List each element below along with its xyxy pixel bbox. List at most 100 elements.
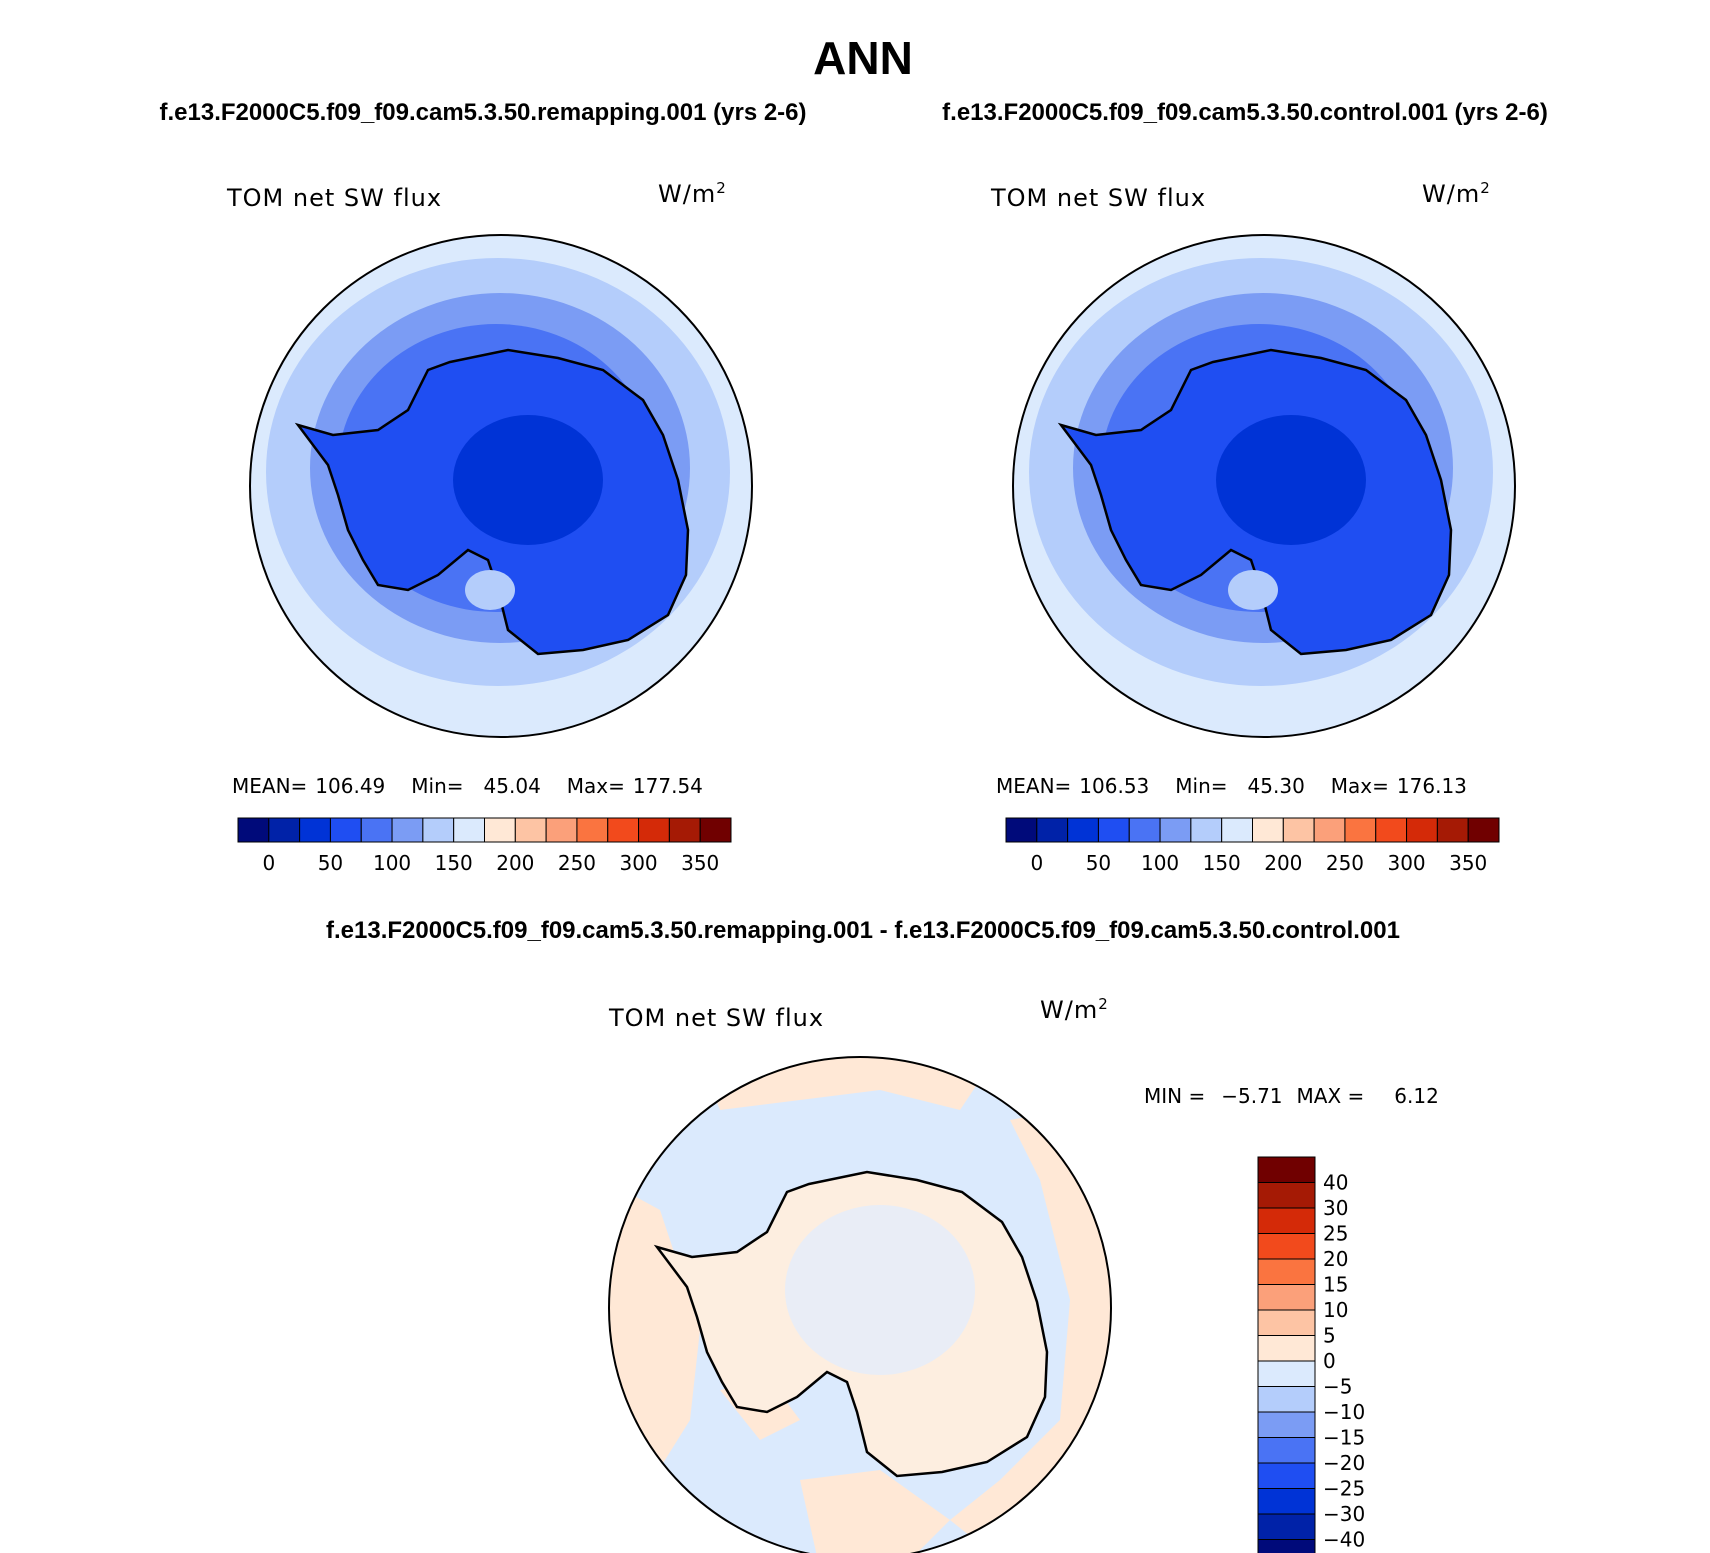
colorbar-swatch: [1257, 1386, 1316, 1413]
polar-map-left: [250, 235, 752, 737]
panel-left-stats: MEAN= 106.49 Min= 45.04 Max= 177.54: [232, 774, 703, 798]
colorbar-swatch: [514, 817, 547, 843]
colorbar-tick-label: 150: [1203, 851, 1241, 875]
colorbar-tick-label: 20: [1323, 1247, 1348, 1271]
colorbar-tick-label: 50: [318, 851, 343, 875]
colorbar-left: 0 50 100 150 200 250 300 350: [237, 817, 732, 875]
colorbar-swatch: [1067, 817, 1099, 843]
colorbar-swatch: [1257, 1488, 1316, 1515]
colorbar-tick-label: 100: [1141, 851, 1179, 875]
panel-right-variable: TOM net SW flux: [990, 184, 1206, 212]
colorbar-tick-label: 100: [373, 851, 411, 875]
colorbar-swatch: [1257, 1156, 1316, 1183]
colorbar-swatch: [453, 817, 485, 843]
colorbar-tick-label: 25: [1323, 1222, 1348, 1246]
colorbar-tick-label: −40: [1323, 1528, 1365, 1552]
colorbar-swatch: [1257, 1411, 1316, 1438]
colorbar-swatch: [668, 817, 701, 843]
colorbar-tick-label: −20: [1323, 1451, 1365, 1475]
polar-map-right: [1013, 235, 1515, 737]
polar-plateau: [453, 415, 603, 545]
colorbar-swatch: [1257, 1437, 1316, 1464]
panel-diff-units: W/m2: [1040, 995, 1109, 1024]
colorbar-swatch: [1257, 1258, 1316, 1285]
panel-diff-variable: TOM net SW flux: [608, 1004, 824, 1032]
ross-ice-low: [1228, 570, 1278, 610]
colorbar-tick-label: 0: [1323, 1349, 1336, 1373]
colorbar-swatch: [360, 817, 393, 843]
diff-positive-region: [800, 1470, 950, 1553]
colorbar-swatch: [1257, 1233, 1316, 1260]
colorbar-swatch: [268, 817, 301, 843]
colorbar-tick-label: 5: [1323, 1324, 1336, 1348]
colorbar-swatch: [1257, 1462, 1316, 1489]
case-title-right: f.e13.F2000C5.f09_f09.cam5.3.50.control.…: [942, 99, 1548, 126]
case-title-diff: f.e13.F2000C5.f09_f09.cam5.3.50.remappin…: [326, 917, 1400, 944]
colorbar-swatch: [1257, 1360, 1316, 1387]
panel-right: TOM net SW flux W/m2 MEAN= 106.53 Min= 45.3…: [990, 179, 1516, 875]
polar-map-diff: [609, 1057, 1111, 1553]
colorbar-swatch: [545, 817, 578, 843]
colorbar-swatch: [1221, 817, 1253, 843]
colorbar-right: 0 50 100 150 200 250 300 350: [1005, 817, 1500, 875]
colorbar-swatch: [1257, 1284, 1316, 1311]
map-border-right: [1012, 234, 1516, 738]
colorbar-swatch: [607, 817, 640, 843]
colorbar-tick-label: −25: [1323, 1477, 1365, 1501]
colorbar-tick-label: 350: [1449, 851, 1487, 875]
colorbar-swatch: [237, 817, 270, 843]
colorbar-swatch: [1257, 1207, 1316, 1234]
colorbar-tick-label: 50: [1086, 851, 1111, 875]
colorbar-tick-label: 250: [1326, 851, 1364, 875]
colorbar-swatch: [1406, 817, 1438, 843]
panel-left: TOM net SW flux W/m2 MEAN= 106.49 Min= 45.0…: [226, 179, 753, 875]
colorbar-swatch: [1282, 817, 1315, 843]
colorbar-tick-label: 40: [1323, 1171, 1348, 1195]
colorbar-tick-label: 300: [619, 851, 657, 875]
colorbar-swatch: [576, 817, 609, 843]
colorbar-tick-label: 15: [1323, 1273, 1348, 1297]
colorbar-swatch: [1436, 817, 1469, 843]
colorbar-tick-label: 300: [1387, 851, 1425, 875]
colorbar-swatch: [1257, 1335, 1316, 1362]
colorbar-swatch: [299, 817, 331, 843]
colorbar-swatch: [329, 817, 362, 843]
panel-right-stats: MEAN= 106.53 Min= 45.30 Max= 176.13: [996, 774, 1467, 798]
colorbar-swatch: [1313, 817, 1346, 843]
colorbar-swatch: [422, 817, 455, 843]
panel-diff: TOM net SW flux W/m2 MIN = −5.71 MAX = 6.12…: [608, 995, 1439, 1553]
colorbar-tick-label: −30: [1323, 1502, 1365, 1526]
colorbar-swatch: [1344, 817, 1377, 843]
colorbar-swatch: [1128, 817, 1161, 843]
colorbar-swatch: [699, 817, 732, 843]
case-title-left: f.e13.F2000C5.f09_f09.cam5.3.50.remappin…: [159, 99, 806, 126]
colorbar-swatch: [1375, 817, 1408, 843]
panel-right-units: W/m2: [1422, 179, 1491, 208]
panel-left-units: W/m2: [658, 179, 727, 208]
colorbar-tick-label: 200: [496, 851, 534, 875]
colorbar-tick-label: −15: [1323, 1426, 1365, 1450]
colorbar-tick-label: 200: [1264, 851, 1302, 875]
map-border-diff: [608, 1056, 1112, 1553]
colorbar-swatch: [1159, 817, 1192, 843]
figure-title: ANN: [813, 32, 913, 84]
colorbar-swatch: [1257, 1513, 1316, 1540]
panel-diff-stats: MIN = −5.71 MAX = 6.12: [1144, 1084, 1439, 1108]
colorbar-tick-label: −10: [1323, 1400, 1365, 1424]
colorbar-swatch: [1036, 817, 1069, 843]
colorbar-tick-label: 30: [1323, 1196, 1348, 1220]
colorbar-swatch: [484, 817, 516, 843]
panel-left-variable: TOM net SW flux: [226, 184, 442, 212]
colorbar-tick-label: 250: [558, 851, 596, 875]
continent-mixed-sign: [785, 1205, 975, 1375]
colorbar-tick-label: 0: [262, 851, 275, 875]
colorbar-swatch: [1005, 817, 1038, 843]
colorbar-tick-label: 350: [681, 851, 719, 875]
polar-plateau: [1216, 415, 1366, 545]
colorbar-swatch: [1190, 817, 1223, 843]
colorbar-swatch: [1257, 1539, 1316, 1553]
map-border-left: [249, 234, 753, 738]
colorbar-swatch: [391, 817, 424, 843]
colorbar-swatch: [1097, 817, 1130, 843]
